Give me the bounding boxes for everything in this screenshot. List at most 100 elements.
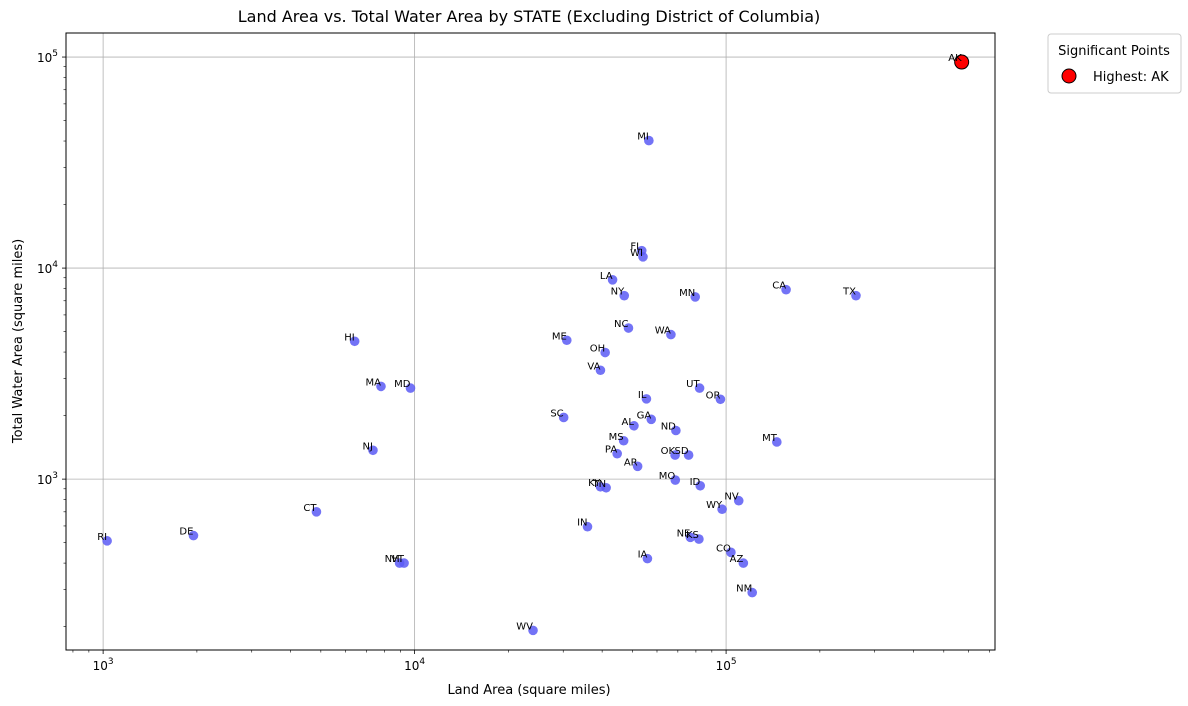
- point-label-mn: MN: [679, 288, 695, 299]
- point-label-md: MD: [394, 379, 411, 390]
- point-label-de: DE: [179, 527, 193, 538]
- point-label-fl: FL: [630, 242, 642, 253]
- point-label-ut: UT: [686, 379, 700, 390]
- data-point-ar: [632, 461, 643, 472]
- data-point-al: [629, 420, 639, 431]
- point-label-nc: NC: [614, 319, 628, 330]
- data-point-ut: [694, 383, 705, 393]
- data-point-nv: [733, 495, 744, 506]
- point-label-al: AL: [622, 417, 635, 428]
- data-points: [102, 54, 970, 636]
- chart-title: Land Area vs. Total Water Area by STATE …: [238, 7, 821, 26]
- data-point-nj: [368, 445, 378, 456]
- point-label-ak: AK: [948, 53, 962, 64]
- point-label-nj: NJ: [363, 441, 373, 452]
- y-axis-label: Total Water Area (square miles): [11, 239, 26, 444]
- y-tick-label: 104: [37, 260, 58, 276]
- point-label-ga: GA: [637, 410, 652, 421]
- point-label-tn: TN: [592, 479, 607, 490]
- data-point-nd: [671, 425, 681, 436]
- data-point-vt: [399, 558, 409, 568]
- point-label-ct: CT: [303, 503, 317, 514]
- data-point-co: [726, 547, 736, 558]
- data-point-or: [715, 394, 726, 405]
- point-label-in: IN: [577, 518, 587, 529]
- point-label-wi: WI: [630, 248, 643, 259]
- point-label-tx: TX: [842, 287, 856, 298]
- x-tick-label: 104: [404, 657, 425, 673]
- point-label-mi: MI: [637, 132, 649, 143]
- data-point-ok: [670, 450, 680, 460]
- data-point-wy: [717, 504, 727, 515]
- point-label-ok: OK: [661, 446, 676, 457]
- data-point-ct: [311, 507, 322, 517]
- y-tick-label: 105: [37, 49, 58, 65]
- point-label-ms: MS: [609, 432, 624, 443]
- data-point-ia: [642, 553, 653, 564]
- point-label-wy: WY: [706, 500, 723, 511]
- data-point-ga: [646, 414, 657, 425]
- point-label-ks: KS: [686, 530, 699, 541]
- data-point-ak-highlight: [954, 54, 970, 70]
- data-point-la: [607, 275, 618, 285]
- point-label-sc: SC: [550, 408, 563, 419]
- point-label-co: CO: [716, 543, 731, 554]
- legend-entry-highlight: Highest: AK: [1093, 70, 1169, 85]
- point-label-az: AZ: [730, 554, 744, 565]
- axis-ticks: 103 104 105 103 104 105: [37, 49, 990, 673]
- data-point-mi: [644, 135, 654, 146]
- data-point-ma: [376, 381, 386, 392]
- point-label-pa: PA: [605, 445, 617, 456]
- data-point-hi: [349, 336, 360, 347]
- data-point-pa: [612, 448, 622, 459]
- point-label-ri: RI: [97, 532, 107, 543]
- data-point-sd: [683, 450, 694, 460]
- point-label-nd: ND: [661, 421, 676, 432]
- point-label-hi: HI: [344, 332, 354, 343]
- data-point-ms: [618, 435, 629, 446]
- data-point-ks: [694, 534, 704, 544]
- data-point-me: [561, 335, 572, 346]
- legend-marker-highlight: [1061, 68, 1077, 84]
- point-label-wa: WA: [655, 326, 671, 337]
- point-label-ne: NE: [677, 528, 691, 539]
- data-point-wi: [638, 252, 648, 262]
- data-point-mt: [772, 437, 782, 447]
- data-point-ne: [685, 532, 696, 543]
- data-point-sc: [558, 412, 569, 423]
- data-point-nc: [623, 323, 634, 333]
- point-label-nh: NH: [385, 554, 400, 565]
- data-point-id: [695, 480, 706, 491]
- data-point-tn: [601, 482, 611, 493]
- point-label-mo: MO: [659, 471, 676, 482]
- y-tick-label: 103: [37, 471, 58, 487]
- data-point-az: [738, 558, 749, 568]
- point-label-la: LA: [600, 271, 613, 282]
- data-point-md: [405, 383, 416, 393]
- point-label-wv: WV: [516, 621, 533, 632]
- data-point-ca: [781, 284, 791, 295]
- point-label-me: ME: [552, 331, 567, 342]
- point-label-ma: MA: [366, 377, 382, 388]
- data-point-il: [641, 394, 652, 404]
- point-label-ca: CA: [772, 281, 786, 292]
- point-label-or: OR: [706, 390, 721, 401]
- data-point-ri: [102, 536, 112, 546]
- point-label-oh: OH: [590, 344, 605, 355]
- point-label-vt: VT: [391, 554, 405, 565]
- point-label-nm: NM: [736, 584, 752, 595]
- x-tick-label: 105: [716, 657, 737, 673]
- point-label-id: ID: [690, 477, 701, 488]
- data-point-tx: [851, 290, 861, 301]
- data-point-oh: [600, 347, 610, 358]
- point-label-nv: NV: [724, 492, 738, 503]
- x-axis-label: Land Area (square miles): [447, 683, 610, 698]
- point-label-ky: KY: [588, 478, 601, 489]
- plot-area: [65, 32, 996, 651]
- point-label-ia: IA: [638, 550, 648, 561]
- data-point-va: [595, 365, 606, 376]
- grid-lines: [66, 33, 995, 650]
- point-label-sd: SD: [675, 446, 689, 457]
- legend-title: Significant Points: [1058, 44, 1170, 59]
